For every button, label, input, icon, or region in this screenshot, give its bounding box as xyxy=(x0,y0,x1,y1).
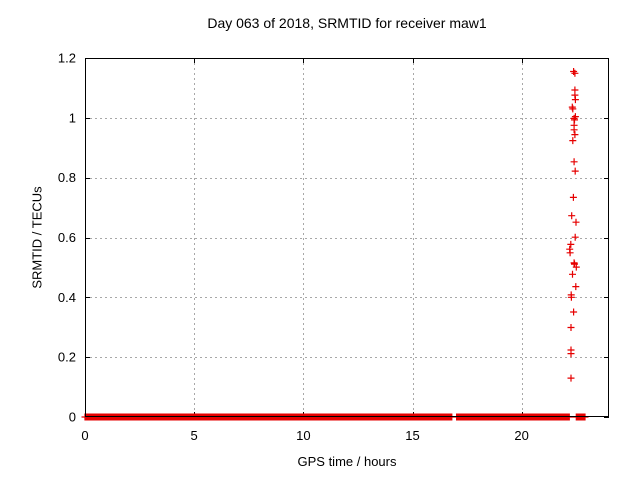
chart-title: Day 063 of 2018, SRMTID for receiver maw… xyxy=(207,15,487,31)
x-axis-label: GPS time / hours xyxy=(297,454,397,469)
x-tick-label: 5 xyxy=(191,428,198,443)
y-tick-label: 0.4 xyxy=(58,290,76,305)
y-tick-label: 0.8 xyxy=(58,170,76,185)
y-tick-label: 0.2 xyxy=(58,350,76,365)
plot-border xyxy=(85,58,609,417)
grid-lines xyxy=(85,58,609,417)
x-tick-label: 0 xyxy=(81,428,88,443)
y-axis-label: SRMTID / TECUs xyxy=(29,186,45,289)
y-tick-label: 0.6 xyxy=(58,230,76,245)
y-tick-label: 1.2 xyxy=(58,51,76,66)
y-tick-label: 1 xyxy=(69,110,76,125)
x-tick-label: 15 xyxy=(405,428,419,443)
x-tick-label: 20 xyxy=(514,428,528,443)
x-tick-label: 10 xyxy=(296,428,310,443)
data-points-tid-events xyxy=(566,68,580,382)
tick-marks xyxy=(85,58,609,418)
y-tick-label: 0 xyxy=(69,410,76,425)
